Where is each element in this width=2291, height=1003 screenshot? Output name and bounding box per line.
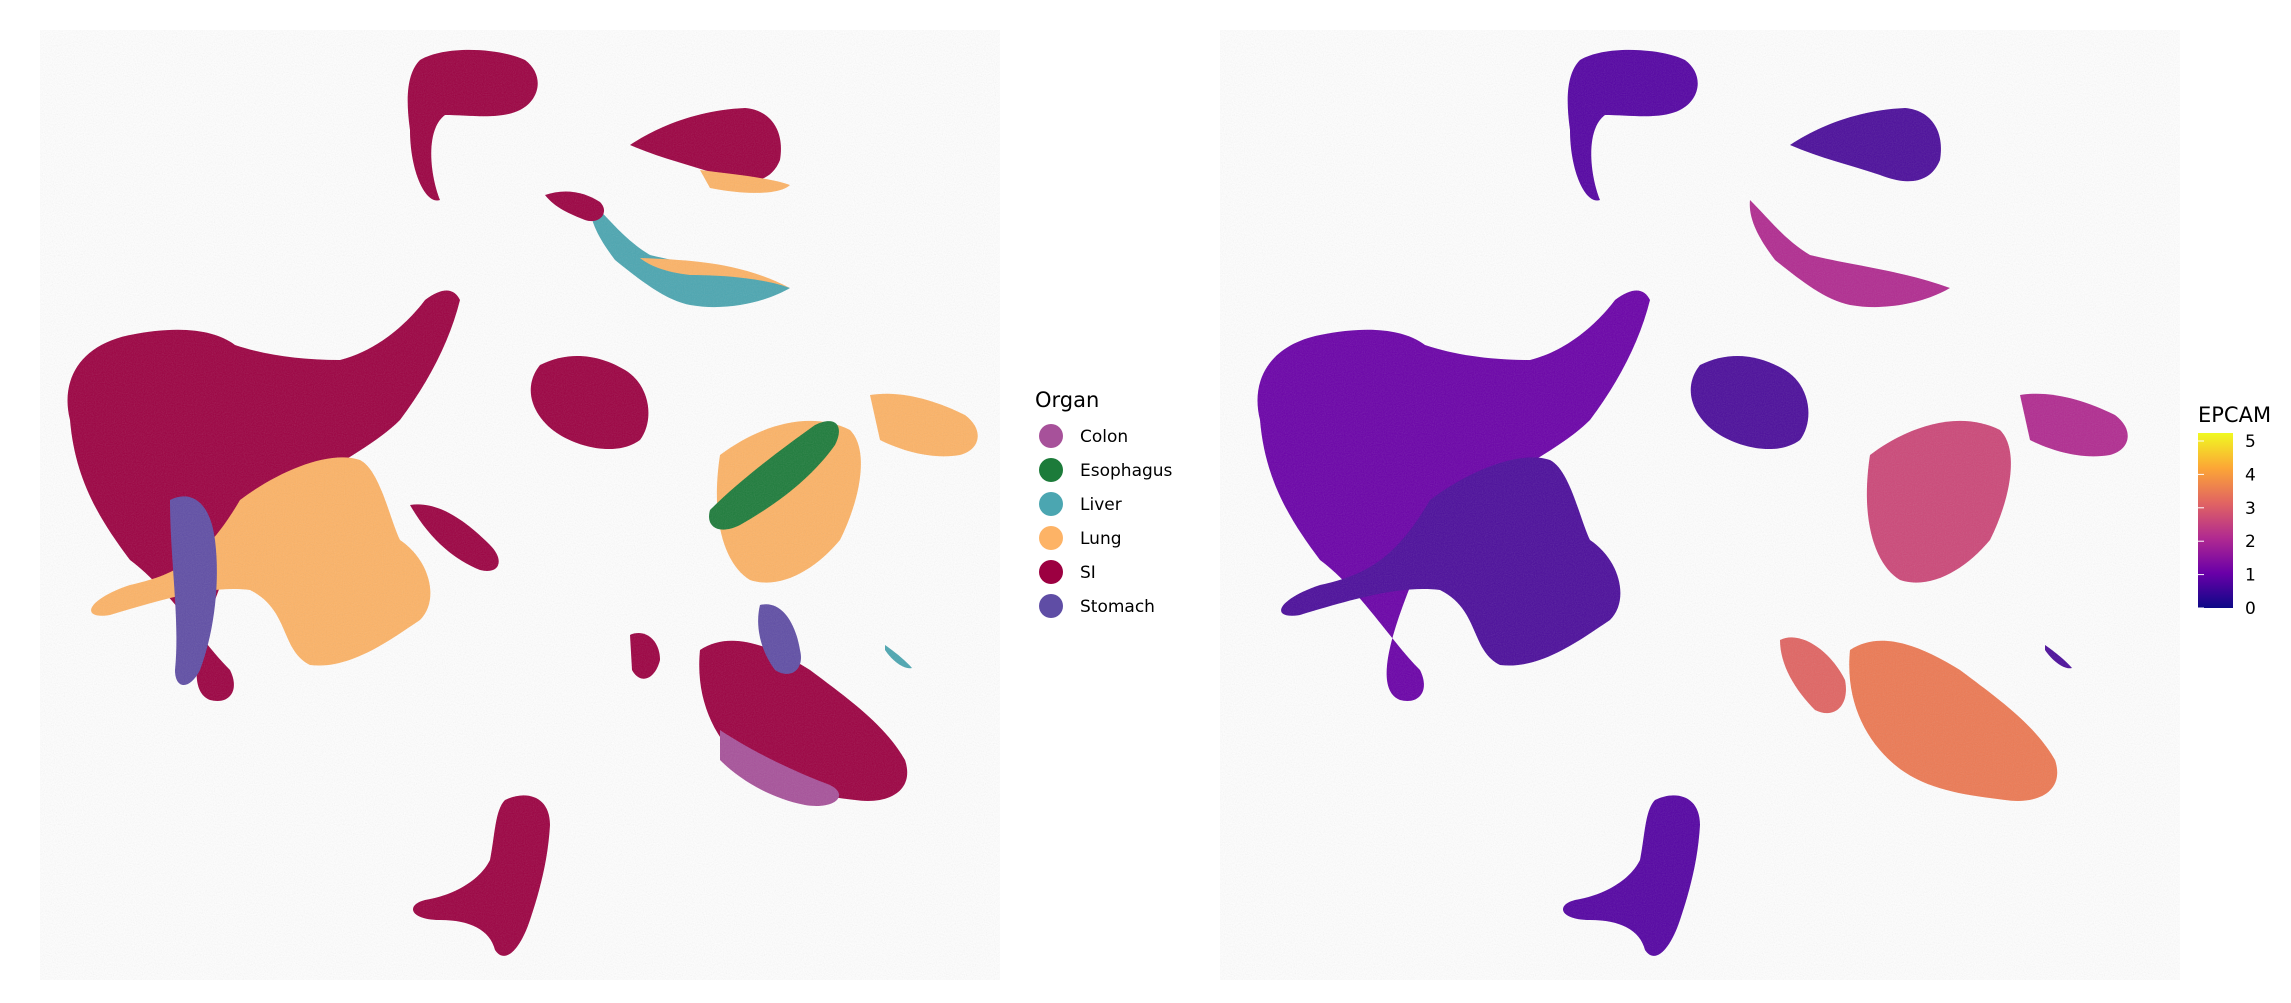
colorbar-tick-1: 1 (2245, 566, 2256, 586)
legend-swatch-esophagus (1039, 458, 1063, 482)
legend-label-esophagus: Esophagus (1080, 461, 1173, 481)
legend-label-si: SI (1080, 563, 1096, 583)
colorbar-gradient (2198, 433, 2233, 608)
colorbar-tick-4: 4 (2245, 465, 2256, 485)
organ-legend-title: Organ (1035, 388, 1099, 412)
colorbar-tick-2: 2 (2245, 532, 2256, 552)
legend-swatch-lung (1039, 526, 1063, 550)
colorbar-tick-0: 0 (2245, 599, 2256, 619)
legend-swatch-colon (1039, 424, 1063, 448)
legend-label-lung: Lung (1080, 529, 1122, 549)
umap-panel-epcam: EPCAM 0 1 2 3 4 5 (1220, 30, 2271, 980)
legend-label-colon: Colon (1080, 427, 1128, 447)
legend-label-stomach: Stomach (1080, 597, 1155, 617)
colorbar-tick-3: 3 (2245, 499, 2256, 519)
legend-swatch-liver (1039, 492, 1063, 516)
point-texture-epcam (1220, 30, 2180, 980)
legend-label-liver: Liver (1080, 495, 1122, 515)
organ-legend: Organ Colon Esophagus Liver Lung SI Stomach (1035, 388, 1173, 618)
umap-panel-organ: Organ Colon Esophagus Liver Lung SI Stomach (40, 30, 1173, 980)
legend-swatch-si (1039, 560, 1063, 584)
colorbar-ticks: 0 1 2 3 4 5 (2198, 432, 2256, 619)
point-texture (40, 30, 1000, 980)
organ-legend-entries: Colon Esophagus Liver Lung SI Stomach (1039, 424, 1173, 618)
colorbar-title: EPCAM (2198, 403, 2271, 427)
legend-swatch-stomach (1039, 594, 1063, 618)
colorbar-tick-5: 5 (2245, 432, 2256, 452)
epcam-colorbar: EPCAM 0 1 2 3 4 5 (2198, 403, 2271, 619)
